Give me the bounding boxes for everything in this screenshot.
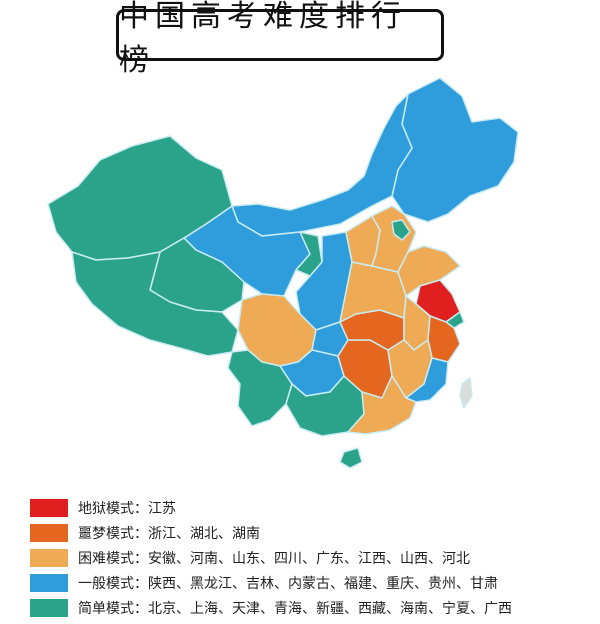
- region-yunnan: [227, 349, 293, 427]
- legend-mode: 困难模式: [78, 551, 134, 567]
- legend-row-nightmare: 噩梦模式 ： 浙江、湖北、湖南: [30, 521, 590, 545]
- legend-separator: ：: [134, 501, 148, 517]
- legend-provinces: 江苏: [148, 501, 176, 517]
- region-shandong: [397, 245, 461, 297]
- legend-swatch: [30, 574, 68, 592]
- legend-mode: 噩梦模式: [78, 526, 134, 542]
- legend-provinces: 陕西、黑龙江、吉林、内蒙古、福建、重庆、贵州、甘肃: [148, 576, 498, 592]
- legend-separator: ：: [134, 576, 148, 592]
- legend-swatch: [30, 524, 68, 542]
- legend-mode: 一般模式: [78, 576, 134, 592]
- legend-mode: 地狱模式: [78, 501, 134, 517]
- legend-separator: ：: [134, 601, 148, 617]
- china-map: [47, 77, 519, 469]
- legend-row-normal: 一般模式 ： 陕西、黑龙江、吉林、内蒙古、福建、重庆、贵州、甘肃: [30, 571, 590, 595]
- legend: 地狱模式 ： 江苏 噩梦模式 ： 浙江、湖北、湖南 困难模式 ： 安徽、河南、山…: [30, 496, 590, 621]
- legend-provinces: 北京、上海、天津、青海、新疆、西藏、海南、宁夏、广西: [148, 601, 512, 617]
- legend-row-hard: 困难模式 ： 安徽、河南、山东、四川、广东、江西、山西、河北: [30, 546, 590, 570]
- legend-swatch: [30, 599, 68, 617]
- legend-swatch: [30, 549, 68, 567]
- region-hainan: [339, 447, 363, 469]
- legend-swatch: [30, 499, 68, 517]
- legend-row-easy: 简单模式 ： 北京、上海、天津、青海、新疆、西藏、海南、宁夏、广西: [30, 596, 590, 620]
- legend-mode: 简单模式: [78, 601, 134, 617]
- legend-separator: ：: [134, 526, 148, 542]
- legend-provinces: 浙江、湖北、湖南: [148, 526, 260, 542]
- region-beijing-tianjin: [391, 219, 411, 241]
- legend-separator: ：: [134, 551, 148, 567]
- legend-row-hell: 地狱模式 ： 江苏: [30, 496, 590, 520]
- region-fujian: [405, 357, 449, 403]
- region-guangdong: [347, 375, 417, 435]
- map-title: 中国高考难度排行榜: [116, 0, 444, 78]
- legend-provinces: 安徽、河南、山东、四川、广东、江西、山西、河北: [148, 551, 470, 567]
- region-taiwan: [459, 377, 473, 409]
